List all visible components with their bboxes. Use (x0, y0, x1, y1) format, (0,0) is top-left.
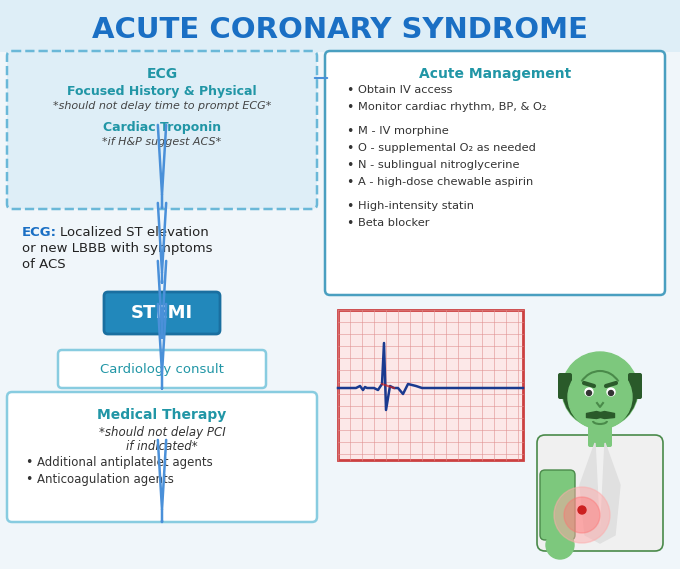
Text: Monitor cardiac rhythm, BP, & O₂: Monitor cardiac rhythm, BP, & O₂ (358, 102, 547, 112)
Text: Obtain IV access: Obtain IV access (358, 85, 452, 95)
Text: •: • (346, 84, 354, 97)
Circle shape (607, 388, 615, 396)
Text: High-intensity statin: High-intensity statin (358, 201, 474, 211)
Circle shape (578, 506, 586, 514)
Circle shape (609, 390, 613, 395)
Wedge shape (562, 390, 638, 428)
FancyBboxPatch shape (7, 51, 317, 209)
Text: A - high-dose chewable aspirin: A - high-dose chewable aspirin (358, 177, 533, 187)
Circle shape (554, 487, 610, 543)
FancyBboxPatch shape (104, 292, 220, 334)
Text: •: • (346, 200, 354, 212)
Text: ECG:: ECG: (22, 225, 57, 238)
Text: ACUTE CORONARY SYNDROME: ACUTE CORONARY SYNDROME (92, 16, 588, 44)
FancyBboxPatch shape (0, 0, 680, 52)
Text: Medical Therapy: Medical Therapy (97, 408, 226, 422)
Polygon shape (580, 443, 600, 543)
Text: *should not delay time to prompt ECG*: *should not delay time to prompt ECG* (53, 101, 271, 111)
Text: Cardiology consult: Cardiology consult (100, 362, 224, 376)
Text: •: • (346, 101, 354, 113)
Text: ECG: ECG (146, 67, 177, 81)
Text: if indicated*: if indicated* (126, 439, 198, 452)
Text: •: • (346, 216, 354, 229)
Text: •: • (25, 472, 33, 485)
Circle shape (562, 352, 638, 428)
FancyBboxPatch shape (537, 435, 663, 551)
FancyBboxPatch shape (540, 470, 575, 540)
Text: Beta blocker: Beta blocker (358, 218, 430, 228)
Text: Additional antiplatelet agents: Additional antiplatelet agents (37, 456, 213, 468)
Circle shape (585, 388, 593, 396)
Text: •: • (346, 159, 354, 171)
FancyBboxPatch shape (628, 373, 642, 399)
Circle shape (546, 531, 574, 559)
Text: •: • (25, 456, 33, 468)
FancyBboxPatch shape (58, 350, 266, 388)
Text: *should not delay PCI: *should not delay PCI (99, 426, 225, 439)
FancyBboxPatch shape (325, 51, 665, 295)
FancyBboxPatch shape (588, 423, 612, 447)
Text: •: • (346, 125, 354, 138)
Text: Cardiac Troponin: Cardiac Troponin (103, 121, 221, 134)
FancyBboxPatch shape (338, 310, 523, 460)
Text: Localized ST elevation: Localized ST elevation (60, 225, 209, 238)
Text: •: • (346, 175, 354, 188)
Text: O - supplemental O₂ as needed: O - supplemental O₂ as needed (358, 143, 536, 153)
Circle shape (564, 497, 600, 533)
Text: of ACS: of ACS (22, 258, 66, 270)
Text: Anticoagulation agents: Anticoagulation agents (37, 472, 174, 485)
Circle shape (586, 390, 592, 395)
Circle shape (568, 365, 632, 429)
Text: STEMI: STEMI (131, 304, 193, 322)
Polygon shape (600, 443, 620, 543)
Text: M - IV morphine: M - IV morphine (358, 126, 449, 136)
Text: N - sublingual nitroglycerine: N - sublingual nitroglycerine (358, 160, 520, 170)
Text: •: • (346, 142, 354, 155)
FancyBboxPatch shape (558, 373, 572, 399)
Text: or new LBBB with symptoms: or new LBBB with symptoms (22, 241, 212, 254)
Text: *if H&P suggest ACS*: *if H&P suggest ACS* (103, 137, 222, 147)
FancyBboxPatch shape (7, 392, 317, 522)
Text: Focused History & Physical: Focused History & Physical (67, 85, 257, 97)
Text: Acute Management: Acute Management (419, 67, 571, 81)
